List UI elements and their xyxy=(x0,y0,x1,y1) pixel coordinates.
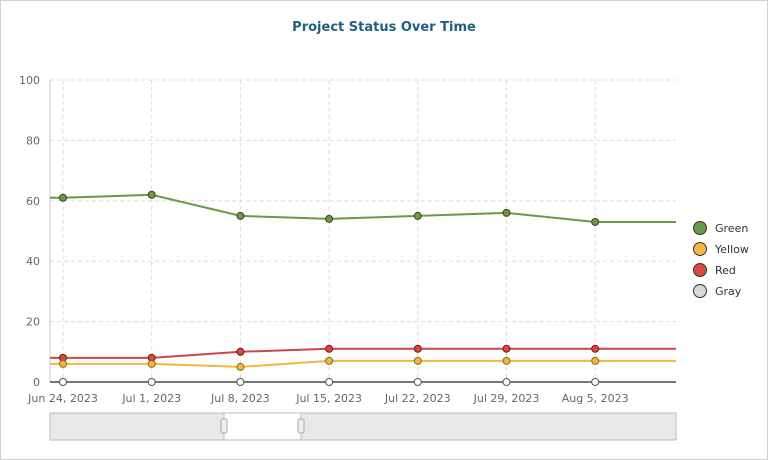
data-point-yellow xyxy=(236,362,245,371)
series-group xyxy=(50,190,676,386)
y-tick-label: 100 xyxy=(19,74,40,87)
x-tick-label: Jul 1, 2023 xyxy=(121,392,181,405)
x-tick-label: Jul 29, 2023 xyxy=(473,392,540,405)
y-tick-label: 20 xyxy=(26,316,40,329)
data-point-gray xyxy=(413,378,422,386)
y-axis: 0 20 40 60 80 100 xyxy=(19,74,40,389)
scrollbar-track xyxy=(49,412,677,441)
data-point-yellow xyxy=(502,356,511,365)
x-tick-label: Jun 24, 2023 xyxy=(27,392,98,405)
x-tick-label: Aug 5, 2023 xyxy=(562,392,629,405)
data-point-green xyxy=(147,190,156,199)
data-point-red xyxy=(325,344,334,353)
x-tick-label: Jul 15, 2023 xyxy=(295,392,362,405)
data-point-green xyxy=(59,193,67,202)
data-point-green xyxy=(413,211,422,220)
x-tick-label: Jul 22, 2023 xyxy=(384,392,451,405)
data-point-gray xyxy=(325,378,334,386)
y-tick-label: 80 xyxy=(26,134,40,147)
legend-label-yellow[interactable]: Yellow xyxy=(714,243,749,256)
data-point-gray xyxy=(502,378,511,386)
legend-label-gray[interactable]: Gray xyxy=(715,285,742,298)
data-point-yellow xyxy=(413,356,422,365)
data-point-yellow xyxy=(591,356,600,365)
legend: Green Yellow Red Gray xyxy=(693,221,749,298)
y-tick-label: 60 xyxy=(26,195,40,208)
series-line-red xyxy=(50,347,676,359)
data-point-yellow xyxy=(59,359,67,368)
data-point-red xyxy=(413,344,422,353)
data-point-red xyxy=(502,344,511,353)
legend-marker-green[interactable] xyxy=(693,221,707,235)
data-point-red xyxy=(236,347,245,356)
legend-marker-red[interactable] xyxy=(693,263,707,277)
y-tick-label: 0 xyxy=(33,376,40,389)
data-point-green xyxy=(502,208,511,217)
data-point-yellow xyxy=(325,356,334,365)
legend-marker-gray[interactable] xyxy=(693,284,707,298)
scrollbar[interactable] xyxy=(49,412,677,441)
x-axis: Jun 24, 2023 Jul 1, 2023 Jul 8, 2023 Jul 15… xyxy=(27,392,629,405)
data-point-gray xyxy=(59,378,67,386)
legend-marker-yellow[interactable] xyxy=(693,242,707,256)
data-point-gray xyxy=(591,378,600,386)
scrollbar-thumb[interactable] xyxy=(223,412,302,441)
data-point-gray xyxy=(236,378,245,386)
series-line-yellow xyxy=(50,359,676,368)
chart-title: Project Status Over Time xyxy=(292,20,476,35)
data-point-yellow xyxy=(147,359,156,368)
data-point-red xyxy=(591,344,600,353)
x-tick-label: Jul 8, 2023 xyxy=(210,392,270,405)
legend-label-red[interactable]: Red xyxy=(715,264,736,277)
scrollbar-handle-right[interactable] xyxy=(297,418,305,434)
data-point-green xyxy=(591,217,600,226)
y-tick-label: 40 xyxy=(26,255,40,268)
legend-label-green[interactable]: Green xyxy=(715,222,748,235)
series-line-green xyxy=(50,193,676,223)
grid xyxy=(49,79,676,382)
data-point-green xyxy=(236,211,245,220)
scrollbar-handle-left[interactable] xyxy=(220,418,228,434)
data-point-green xyxy=(325,214,334,223)
data-point-gray xyxy=(147,378,156,386)
